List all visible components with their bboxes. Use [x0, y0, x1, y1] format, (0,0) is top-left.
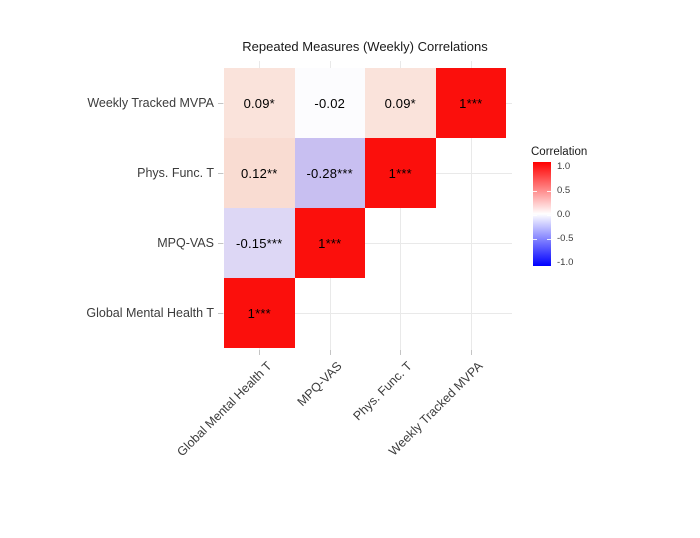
x-axis-label: Phys. Func. T	[350, 359, 416, 424]
heatmap-cell: 0.12**	[224, 138, 295, 208]
y-axis-tick	[218, 243, 223, 244]
legend-tick-label: -0.5	[557, 232, 574, 244]
heatmap-cell: -0.02	[294, 68, 365, 138]
legend-title: Correlation	[531, 146, 588, 158]
y-axis-label: Global Mental Health T	[86, 306, 214, 320]
cell-value: -0.15***	[236, 235, 283, 251]
chart-title: Repeated Measures (Weekly) Correlations	[242, 39, 488, 54]
heatmap-cell: 0.09*	[365, 68, 436, 138]
legend-bar-notch	[547, 238, 551, 240]
cell-value: 1***	[388, 165, 412, 181]
legend-tick-label: 0.0	[557, 208, 571, 220]
heatmap-cell: 1***	[435, 68, 506, 138]
legend-tick-label: 1.0	[557, 160, 571, 172]
y-axis-tick	[218, 103, 223, 104]
x-axis-tick	[470, 350, 472, 355]
y-axis-tick	[218, 313, 223, 314]
heatmap-cell: 1***	[224, 278, 295, 348]
heatmap-cell: 1***	[294, 208, 365, 278]
legend-tick-label: -1.0	[557, 256, 574, 268]
x-axis-tick	[329, 350, 331, 355]
cell-value: 0.09*	[384, 95, 416, 111]
x-axis-tick	[400, 350, 402, 355]
legend-bar-notch	[547, 214, 551, 216]
legend-bar-notch	[533, 214, 537, 216]
cell-value: 0.12**	[240, 165, 278, 181]
legend-bar-notch	[533, 238, 537, 240]
cell-value: 1***	[459, 95, 483, 111]
legend-tick-label: 0.5	[557, 184, 571, 196]
cell-value: 1***	[318, 235, 342, 251]
heatmap-cell: 1***	[365, 138, 436, 208]
y-axis-tick	[218, 173, 223, 174]
x-axis-label: Global Mental Health T	[174, 359, 275, 460]
y-axis-label: MPQ-VAS	[157, 236, 214, 250]
x-axis-label: MPQ-VAS	[294, 359, 345, 410]
gridline-h	[218, 243, 512, 244]
cell-value: 0.09*	[243, 95, 275, 111]
cell-value: 1***	[247, 305, 271, 321]
heatmap-cell: -0.15***	[224, 208, 295, 278]
heatmap-cell: 0.09*	[224, 68, 295, 138]
legend-bar-notch	[533, 190, 537, 192]
heatmap-cell: -0.28***	[294, 138, 365, 208]
legend-gradient-bar	[533, 162, 551, 266]
gridline-v	[470, 61, 472, 355]
y-axis-label: Phys. Func. T	[137, 166, 214, 180]
cell-value: -0.02	[314, 95, 346, 111]
cell-value: -0.28***	[306, 165, 353, 181]
gridline-h	[218, 313, 512, 314]
x-axis-tick	[259, 350, 261, 355]
y-axis-label: Weekly Tracked MVPA	[87, 96, 214, 110]
gridline-v	[400, 61, 402, 355]
legend-bar-notch	[547, 190, 551, 192]
